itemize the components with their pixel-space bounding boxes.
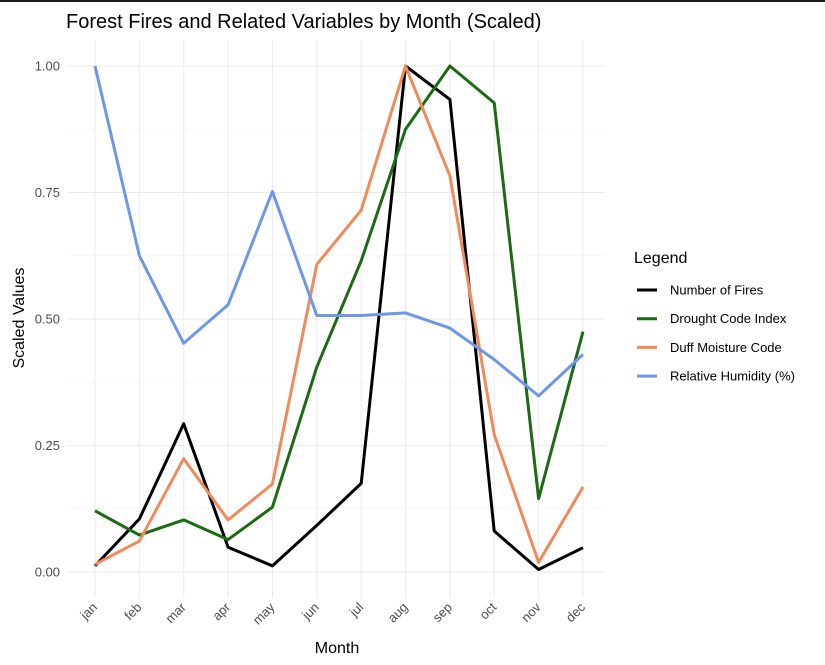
x-tick-label: jul bbox=[346, 599, 367, 620]
x-tick-label: aug bbox=[385, 600, 411, 626]
legend-label: Drought Code Index bbox=[670, 311, 787, 326]
x-axis-title: Month bbox=[315, 640, 359, 657]
x-tick-label: sep bbox=[430, 600, 455, 625]
legend: Legend Number of Fires Drought Code Index… bbox=[634, 250, 795, 384]
y-axis-title: Scaled Values bbox=[11, 267, 28, 368]
window-top-border bbox=[0, 0, 825, 2]
x-tick-label: jun bbox=[298, 600, 322, 624]
x-tick-label: may bbox=[250, 599, 278, 627]
x-tick-label: jan bbox=[77, 600, 101, 624]
x-axis-ticks: jan feb mar apr may jun jul aug sep oct nov dec bbox=[77, 599, 589, 627]
y-tick-label: 1.00 bbox=[35, 59, 60, 74]
x-tick-label: apr bbox=[209, 599, 233, 623]
series-line bbox=[93, 65, 585, 398]
x-tick-label: oct bbox=[476, 599, 499, 622]
x-tick-label: dec bbox=[563, 599, 589, 625]
legend-label: Relative Humidity (%) bbox=[670, 369, 795, 384]
legend-label: Number of Fires bbox=[670, 283, 764, 298]
legend-title: Legend bbox=[634, 250, 687, 267]
y-tick-label: 0.75 bbox=[35, 185, 60, 200]
y-tick-label: 0.00 bbox=[35, 565, 60, 580]
series-line bbox=[94, 64, 585, 566]
chart-title: Forest Fires and Related Variables by Mo… bbox=[66, 11, 541, 33]
legend-label: Duff Moisture Code bbox=[670, 340, 782, 355]
x-tick-label: nov bbox=[518, 599, 544, 625]
x-tick-label: feb bbox=[121, 600, 144, 623]
y-tick-label: 0.25 bbox=[35, 438, 60, 453]
series-line bbox=[93, 64, 584, 571]
series-lines bbox=[93, 64, 585, 571]
y-tick-label: 0.50 bbox=[35, 312, 60, 327]
series-line bbox=[94, 64, 585, 542]
x-tick-label: mar bbox=[162, 599, 189, 626]
y-axis-ticks: 0.00 0.25 0.50 0.75 1.00 bbox=[35, 59, 60, 580]
